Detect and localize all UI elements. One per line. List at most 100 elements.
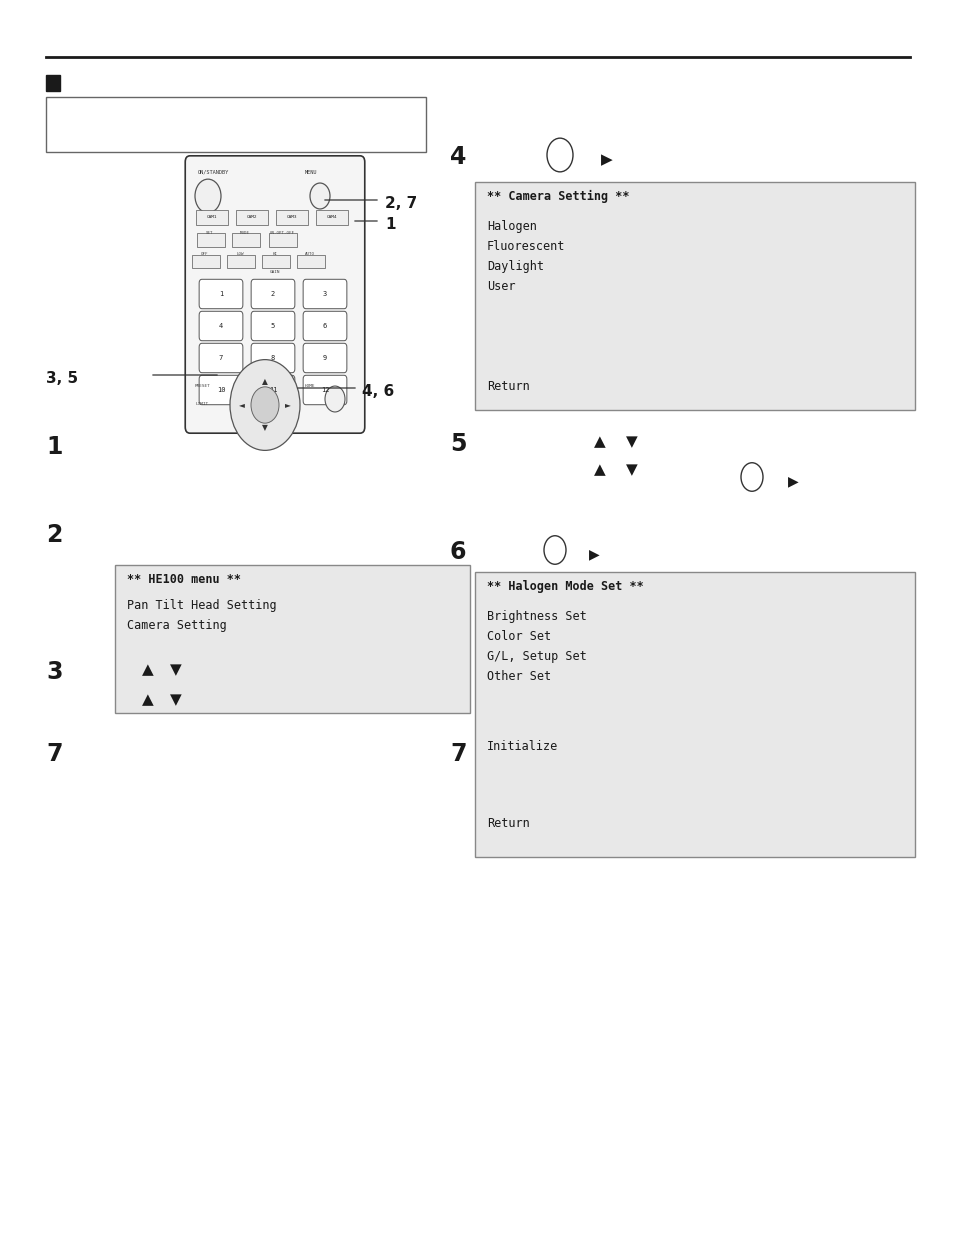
Text: 3, 5: 3, 5 xyxy=(46,371,78,386)
Text: ◄: ◄ xyxy=(239,401,245,409)
Text: 6: 6 xyxy=(450,541,466,564)
Text: MENU: MENU xyxy=(305,169,317,174)
Text: ON/STANDBY: ON/STANDBY xyxy=(198,169,229,174)
FancyBboxPatch shape xyxy=(192,255,220,268)
Text: 2: 2 xyxy=(271,291,274,297)
Text: Daylight: Daylight xyxy=(486,260,543,273)
FancyBboxPatch shape xyxy=(199,280,243,309)
FancyBboxPatch shape xyxy=(195,210,228,225)
Text: 2, 7: 2, 7 xyxy=(385,195,416,212)
Circle shape xyxy=(194,179,221,213)
Text: 12: 12 xyxy=(320,387,329,393)
Text: ▲: ▲ xyxy=(262,377,268,386)
Text: ON-OPT-OFF: ON-OPT-OFF xyxy=(269,231,294,235)
Text: 4, 6: 4, 6 xyxy=(361,383,394,400)
Text: 8: 8 xyxy=(271,355,274,361)
Text: MODE: MODE xyxy=(240,231,250,235)
FancyBboxPatch shape xyxy=(475,571,914,857)
Text: ►: ► xyxy=(285,401,291,409)
Text: 5: 5 xyxy=(450,432,466,456)
Circle shape xyxy=(740,463,762,491)
Text: 2: 2 xyxy=(46,523,62,547)
Text: ▶: ▶ xyxy=(588,547,598,562)
Text: ** Camera Setting **: ** Camera Setting ** xyxy=(486,190,629,203)
Text: ▲: ▲ xyxy=(142,662,153,677)
FancyBboxPatch shape xyxy=(269,233,296,247)
Circle shape xyxy=(310,183,330,209)
Text: LIMIT: LIMIT xyxy=(194,402,208,406)
Text: 7: 7 xyxy=(450,742,466,766)
Text: ▼: ▼ xyxy=(625,461,638,477)
Text: 10: 10 xyxy=(216,387,225,393)
FancyBboxPatch shape xyxy=(296,255,325,268)
Bar xyxy=(46,75,60,92)
Text: AUTO: AUTO xyxy=(305,252,314,256)
FancyBboxPatch shape xyxy=(251,280,294,309)
FancyBboxPatch shape xyxy=(227,255,254,268)
Text: ▼: ▼ xyxy=(262,423,268,433)
FancyBboxPatch shape xyxy=(262,255,290,268)
Text: Return: Return xyxy=(486,380,529,393)
Text: Brightness Set: Brightness Set xyxy=(486,610,586,623)
Text: HOME: HOME xyxy=(305,383,315,388)
Text: 3: 3 xyxy=(322,291,327,297)
Text: GAIN: GAIN xyxy=(270,270,280,275)
FancyBboxPatch shape xyxy=(185,156,364,433)
Text: Other Set: Other Set xyxy=(486,670,551,683)
Text: CAM1: CAM1 xyxy=(207,215,217,219)
Text: Color Set: Color Set xyxy=(486,630,551,643)
Text: HI: HI xyxy=(273,252,277,256)
FancyBboxPatch shape xyxy=(315,210,348,225)
Text: ▶: ▶ xyxy=(787,474,798,489)
Circle shape xyxy=(230,360,299,450)
Circle shape xyxy=(546,139,573,172)
Text: ** HE100 menu **: ** HE100 menu ** xyxy=(127,573,241,586)
FancyBboxPatch shape xyxy=(115,565,470,713)
Text: 4: 4 xyxy=(450,145,466,169)
Text: 6: 6 xyxy=(322,323,327,329)
Text: 9: 9 xyxy=(322,355,327,361)
Text: CAM2: CAM2 xyxy=(247,215,257,219)
Text: ▲: ▲ xyxy=(594,461,605,477)
Text: ▶: ▶ xyxy=(600,152,612,167)
Text: ▲: ▲ xyxy=(142,691,153,708)
Text: ▼: ▼ xyxy=(625,434,638,449)
Text: ** Halogen Mode Set **: ** Halogen Mode Set ** xyxy=(486,580,643,593)
Text: SET: SET xyxy=(206,231,213,235)
FancyBboxPatch shape xyxy=(275,210,308,225)
FancyBboxPatch shape xyxy=(199,375,243,404)
Text: Camera Setting: Camera Setting xyxy=(127,618,227,632)
FancyBboxPatch shape xyxy=(197,233,225,247)
Text: 1: 1 xyxy=(218,291,223,297)
Text: 4: 4 xyxy=(218,323,223,329)
Text: 7: 7 xyxy=(218,355,223,361)
FancyBboxPatch shape xyxy=(199,312,243,340)
Text: 7: 7 xyxy=(46,742,63,766)
Text: Fluorescent: Fluorescent xyxy=(486,240,565,254)
Text: Initialize: Initialize xyxy=(486,740,558,753)
Text: 3: 3 xyxy=(46,661,63,684)
FancyBboxPatch shape xyxy=(251,312,294,340)
Text: CAM4: CAM4 xyxy=(327,215,337,219)
FancyBboxPatch shape xyxy=(251,375,294,404)
Text: CAM3: CAM3 xyxy=(287,215,297,219)
Text: ▲: ▲ xyxy=(594,434,605,449)
FancyBboxPatch shape xyxy=(303,344,347,372)
FancyBboxPatch shape xyxy=(303,375,347,404)
Text: Halogen: Halogen xyxy=(486,220,537,233)
Text: User: User xyxy=(486,280,515,293)
FancyBboxPatch shape xyxy=(232,233,259,247)
FancyBboxPatch shape xyxy=(199,344,243,372)
Text: Pan Tilt Head Setting: Pan Tilt Head Setting xyxy=(127,599,276,612)
FancyBboxPatch shape xyxy=(46,96,426,152)
Text: LOW: LOW xyxy=(236,252,244,256)
Text: 5: 5 xyxy=(271,323,274,329)
Text: 11: 11 xyxy=(269,387,277,393)
Circle shape xyxy=(251,387,278,423)
Text: OFF: OFF xyxy=(201,252,209,256)
Text: ▼: ▼ xyxy=(170,662,182,677)
Text: ▼: ▼ xyxy=(170,691,182,708)
Circle shape xyxy=(543,536,565,564)
Text: Return: Return xyxy=(486,816,529,830)
Text: 1: 1 xyxy=(385,216,395,233)
